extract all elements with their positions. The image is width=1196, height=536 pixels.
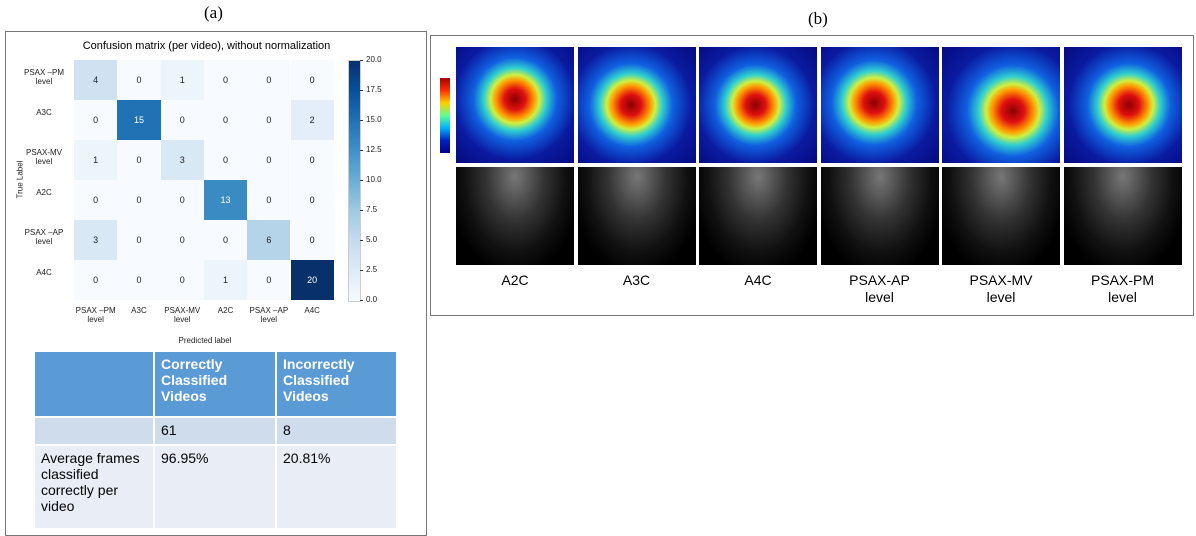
matrix-cell: 0 <box>291 140 334 180</box>
colorbar-tick <box>360 300 363 301</box>
table-cell: 96.95% <box>155 446 277 530</box>
table-header-cell: Correctly Classified Videos <box>155 352 277 418</box>
x-tick-label: A4C <box>287 306 338 315</box>
matrix-cell: 3 <box>161 140 204 180</box>
table-header-cell <box>35 352 155 418</box>
table-cell: 20.81% <box>277 446 398 530</box>
matrix-cell: 1 <box>204 260 247 300</box>
heatmap-image <box>456 47 574 163</box>
view-label: A2C <box>456 272 574 289</box>
table-cell: 61 <box>155 418 277 446</box>
colorbar-tick <box>360 240 363 241</box>
matrix-cell: 0 <box>117 180 160 220</box>
matrix-cell: 4 <box>74 60 117 100</box>
table-header-cell: Incorrectly Classified Videos <box>277 352 398 418</box>
colorbar-tick-label: 2.5 <box>366 265 377 274</box>
y-tick-label: A4C <box>20 268 68 277</box>
view-label: PSAX-PM level <box>1064 272 1182 306</box>
matrix-cell: 0 <box>247 60 290 100</box>
echo-image <box>1064 167 1182 265</box>
matrix-cell: 0 <box>161 220 204 260</box>
colorbar-tick <box>360 150 363 151</box>
matrix-cell: 0 <box>74 260 117 300</box>
panel-label: (a) <box>204 3 223 23</box>
view-label: A3C <box>578 272 696 289</box>
echo-image <box>699 167 817 265</box>
x-axis-label: Predicted label <box>150 336 260 345</box>
matrix-cell: 0 <box>117 140 160 180</box>
colorbar <box>348 60 361 302</box>
y-tick-label: PSAX –PM level <box>20 68 68 86</box>
matrix-cell: 0 <box>247 140 290 180</box>
matrix-cell: 0 <box>247 180 290 220</box>
matrix-cell: 0 <box>247 260 290 300</box>
matrix-cell: 0 <box>117 60 160 100</box>
table-row-label: Average frames classified correctly per … <box>35 446 155 530</box>
colorbar-tick <box>360 60 363 61</box>
colorbar-tick-label: 5.0 <box>366 235 377 244</box>
matrix-cell: 0 <box>247 100 290 140</box>
colorbar-tick <box>360 270 363 271</box>
echo-image <box>578 167 696 265</box>
y-tick-label: A2C <box>20 188 68 197</box>
heatmap-image <box>942 47 1060 163</box>
matrix-cell: 6 <box>247 220 290 260</box>
matrix-cell: 1 <box>74 140 117 180</box>
colorbar-tick-label: 20.0 <box>366 55 382 64</box>
colorbar-tick <box>360 210 363 211</box>
y-tick-label: PSAX-MV level <box>20 148 68 166</box>
matrix-cell: 0 <box>204 220 247 260</box>
matrix-cell: 0 <box>204 60 247 100</box>
matrix-cell: 0 <box>291 220 334 260</box>
matrix-cell: 0 <box>161 260 204 300</box>
echo-image <box>942 167 1060 265</box>
colorbar-tick-label: 12.5 <box>366 145 382 154</box>
matrix-cell: 0 <box>291 60 334 100</box>
colorbar-tick-label: 15.0 <box>366 115 382 124</box>
view-label: PSAX-MV level <box>942 272 1060 306</box>
matrix-cell: 0 <box>161 100 204 140</box>
echo-image <box>821 167 939 265</box>
matrix-cell: 0 <box>291 180 334 220</box>
heatmap-image <box>578 47 696 163</box>
matrix-cell: 0 <box>74 180 117 220</box>
table-cell: 8 <box>277 418 398 446</box>
matrix-cell: 0 <box>117 260 160 300</box>
panel-label: (b) <box>808 9 828 29</box>
colorbar-tick-label: 10.0 <box>366 175 382 184</box>
heatmap-image <box>821 47 939 163</box>
heatmap-image <box>699 47 817 163</box>
table-row-label <box>35 418 155 446</box>
colorbar-tick-label: 17.5 <box>366 85 382 94</box>
matrix-cell: 1 <box>161 60 204 100</box>
colorbar-tick <box>360 90 363 91</box>
matrix-cell: 0 <box>161 180 204 220</box>
matrix-cell: 13 <box>204 180 247 220</box>
echo-image <box>456 167 574 265</box>
matrix-cell: 20 <box>291 260 334 300</box>
colorbar-tick <box>360 120 363 121</box>
matrix-cell: 0 <box>117 220 160 260</box>
y-tick-label: A3C <box>20 108 68 117</box>
page: (a) (b) Confusion matrix (per video), wi… <box>0 0 1196 536</box>
matrix-cell: 15 <box>117 100 160 140</box>
colorbar-tick-label: 0.0 <box>366 295 377 304</box>
jet-legend <box>440 78 450 153</box>
view-label: A4C <box>699 272 817 289</box>
matrix-cell: 2 <box>291 100 334 140</box>
heatmap-image <box>1064 47 1182 163</box>
matrix-cell: 0 <box>204 100 247 140</box>
matrix-cell: 0 <box>74 100 117 140</box>
chart-title: Confusion matrix (per video), without no… <box>74 40 339 52</box>
matrix-cell: 3 <box>74 220 117 260</box>
matrix-cell: 0 <box>204 140 247 180</box>
colorbar-tick-label: 7.5 <box>366 205 377 214</box>
view-label: PSAX-AP level <box>821 272 939 306</box>
y-tick-label: PSAX –AP level <box>20 228 68 246</box>
colorbar-tick <box>360 180 363 181</box>
